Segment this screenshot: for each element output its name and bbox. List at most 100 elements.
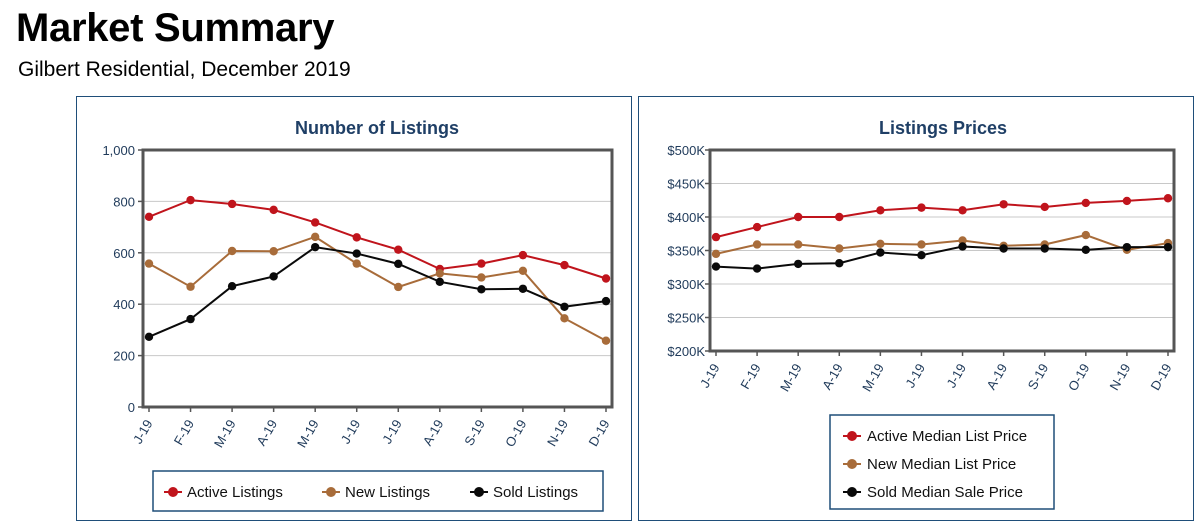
x-tick-label: M-19 bbox=[777, 361, 805, 394]
data-point-sold-median-sale-price bbox=[793, 259, 803, 269]
data-point-new-listings bbox=[394, 282, 403, 292]
y-tick-label: $350K bbox=[667, 244, 705, 259]
data-point-new-listings bbox=[310, 232, 320, 242]
data-point-new-median-list-price bbox=[752, 240, 762, 249]
data-point-active-median-list-price bbox=[711, 232, 721, 242]
legend-box bbox=[829, 414, 1055, 510]
legend-label-active-median-list-price: Active Median List Price bbox=[867, 428, 1027, 445]
data-point-new-median-list-price bbox=[1081, 230, 1091, 240]
chart-title: Number of Listings bbox=[295, 118, 459, 138]
data-point-sold-listings bbox=[518, 284, 528, 293]
x-tick-label: N-19 bbox=[544, 417, 571, 449]
data-point-sold-median-sale-price bbox=[1122, 242, 1132, 252]
data-point-new-median-list-price bbox=[835, 244, 844, 253]
page-subtitle: Gilbert Residential, December 2019 bbox=[18, 58, 351, 81]
legend-marker-new-listings bbox=[326, 487, 336, 497]
data-point-sold-listings bbox=[144, 332, 154, 342]
series-line-active-listings bbox=[148, 199, 607, 280]
listings-prices-chart: Listings Prices $200K $250K $300K $350K $400K… bbox=[667, 118, 1176, 510]
data-point-sold-listings bbox=[601, 296, 611, 306]
chart-title: Listings Prices bbox=[879, 118, 1007, 138]
x-tick-label: A-19 bbox=[819, 361, 846, 392]
data-point-sold-median-sale-price bbox=[999, 244, 1008, 253]
plot-frame bbox=[141, 148, 614, 409]
legend-label-new-listings: New Listings bbox=[345, 484, 430, 501]
x-tick-label: J-19 bbox=[338, 417, 364, 446]
data-point-active-listings bbox=[269, 205, 278, 215]
x-tick-label: M-19 bbox=[294, 417, 322, 450]
data-point-sold-median-sale-price bbox=[1081, 245, 1091, 255]
data-point-sold-listings bbox=[435, 277, 445, 287]
data-point-sold-listings bbox=[352, 249, 361, 258]
x-tick-label: A-19 bbox=[420, 417, 447, 448]
data-point-active-median-list-price bbox=[958, 206, 967, 215]
y-tick-label: 800 bbox=[113, 194, 135, 209]
data-point-active-median-list-price bbox=[917, 203, 926, 212]
y-tick-label: 600 bbox=[113, 246, 135, 261]
x-tick-label: J-19 bbox=[697, 361, 723, 390]
data-point-new-listings bbox=[227, 246, 237, 256]
y-tick-label: 200 bbox=[113, 349, 135, 364]
data-point-sold-listings bbox=[227, 282, 237, 291]
listings-prices-panel: Listings Prices $200K $250K $300K $350K $400K… bbox=[638, 96, 1194, 521]
data-point-sold-median-sale-price bbox=[711, 262, 721, 271]
x-tick-label: F-19 bbox=[171, 417, 197, 448]
listings-count-panel: Number of Listings 0 200 400 600 800 1,000 J-19… bbox=[76, 96, 632, 521]
data-point-active-median-list-price bbox=[999, 200, 1008, 209]
x-tick-label: D-19 bbox=[586, 417, 613, 449]
data-point-active-listings bbox=[477, 259, 486, 268]
data-point-new-listings bbox=[186, 282, 195, 291]
y-tick-label: $250K bbox=[667, 311, 705, 326]
data-point-sold-median-sale-price bbox=[835, 259, 844, 268]
y-tick-label: $450K bbox=[667, 177, 705, 192]
data-point-new-median-list-price bbox=[876, 239, 885, 248]
data-point-new-median-list-price bbox=[793, 240, 803, 249]
data-point-new-listings bbox=[144, 259, 154, 268]
data-point-sold-median-sale-price bbox=[752, 264, 762, 273]
data-point-active-median-list-price bbox=[876, 206, 885, 215]
page-title: Market Summary bbox=[16, 6, 335, 50]
x-tick-label: J-19 bbox=[902, 361, 928, 390]
x-tick-label: M-19 bbox=[211, 417, 239, 450]
data-point-new-listings bbox=[477, 273, 486, 282]
legend-marker-sold-median-sale-price bbox=[847, 487, 857, 497]
data-point-active-median-list-price bbox=[1081, 198, 1091, 208]
x-tick-label: O-19 bbox=[1065, 361, 1092, 394]
data-point-active-listings bbox=[227, 199, 237, 209]
data-point-active-listings bbox=[560, 260, 569, 270]
x-tick-label: N-19 bbox=[1106, 361, 1133, 393]
number-of-listings-chart: Number of Listings 0 200 400 600 800 1,000 J-19… bbox=[102, 118, 614, 512]
y-tick-label: 1,000 bbox=[102, 143, 135, 158]
data-point-active-listings bbox=[394, 245, 403, 254]
data-point-new-listings bbox=[518, 266, 528, 275]
data-point-new-listings bbox=[601, 336, 611, 345]
data-point-sold-listings bbox=[186, 314, 195, 324]
data-point-sold-listings bbox=[560, 302, 569, 311]
data-point-new-median-list-price bbox=[958, 236, 967, 245]
series-line-active-median-list-price bbox=[715, 197, 1169, 239]
data-point-new-listings bbox=[435, 269, 445, 278]
data-point-sold-median-sale-price bbox=[1040, 244, 1049, 253]
data-point-active-median-list-price bbox=[1122, 196, 1132, 206]
x-tick-label: O-19 bbox=[502, 417, 529, 450]
legend-label-new-median-list-price: New Median List Price bbox=[867, 456, 1016, 473]
data-point-active-listings bbox=[518, 250, 528, 260]
data-point-sold-listings bbox=[477, 285, 486, 294]
y-tick-label: $500K bbox=[667, 143, 705, 158]
data-point-active-median-list-price bbox=[793, 212, 803, 222]
x-tick-label: A-19 bbox=[254, 417, 281, 448]
x-tick-label: A-19 bbox=[984, 361, 1011, 392]
x-tick-label: D-19 bbox=[1148, 361, 1175, 393]
x-tick-label: S-19 bbox=[1025, 361, 1052, 392]
data-point-sold-listings bbox=[394, 259, 403, 269]
data-point-new-listings bbox=[269, 247, 278, 256]
data-point-sold-median-sale-price bbox=[1163, 242, 1173, 252]
data-point-active-median-list-price bbox=[835, 212, 844, 222]
legend-label-active-listings: Active Listings bbox=[187, 484, 283, 501]
legend-marker-active-listings bbox=[168, 487, 178, 497]
data-point-active-median-list-price bbox=[752, 222, 762, 232]
y-tick-label: $400K bbox=[667, 210, 705, 225]
series-line-sold-listings bbox=[148, 246, 607, 338]
x-tick-label: M-19 bbox=[859, 361, 887, 394]
legend-box bbox=[152, 470, 604, 512]
